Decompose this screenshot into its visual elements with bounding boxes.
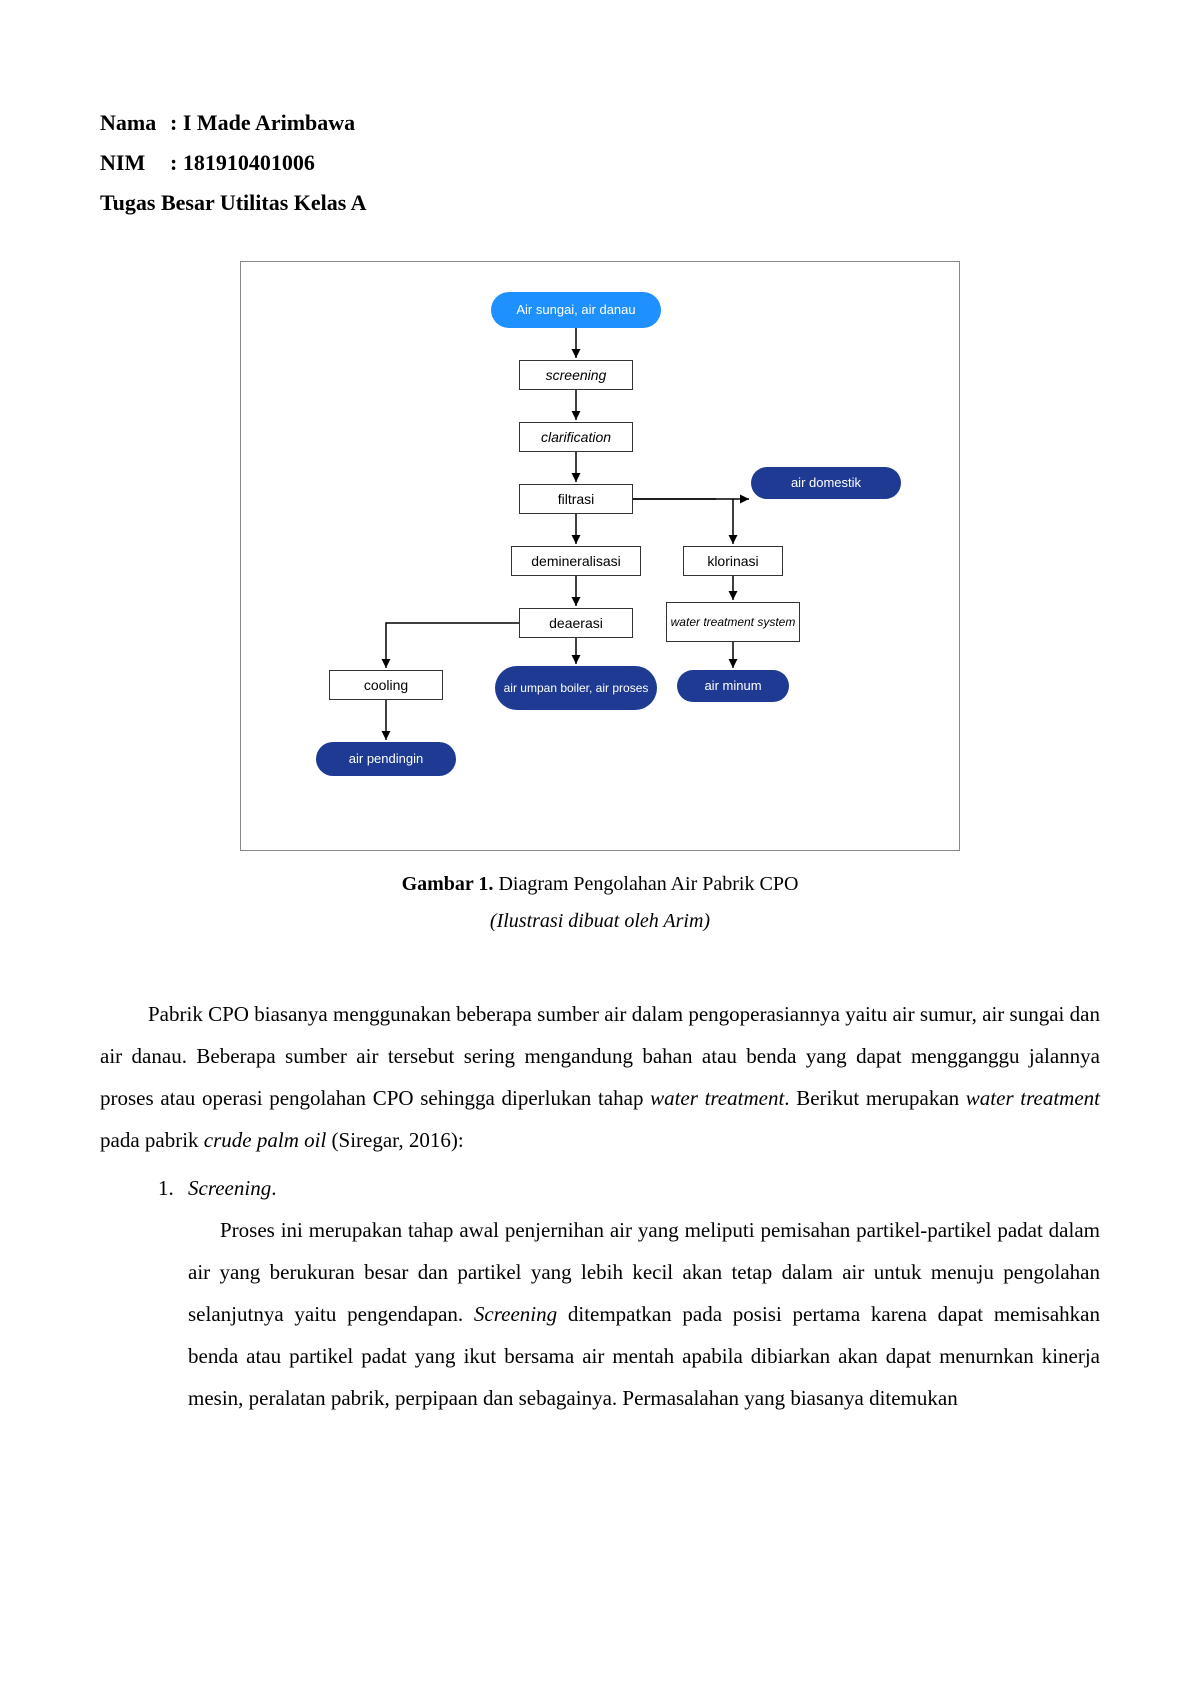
node-minum: air minum [677, 670, 789, 702]
caption-label: Gambar 1. [402, 873, 494, 895]
node-cooling: cooling [329, 670, 443, 700]
para-i1: water treatment [650, 1086, 784, 1110]
flowchart: Air sungai, air danau screening clarific… [240, 261, 960, 851]
intro-paragraph: Pabrik CPO biasanya menggunakan beberapa… [100, 993, 1100, 1161]
list-dot: . [271, 1176, 276, 1200]
node-filtrasi: filtrasi [519, 484, 633, 514]
node-klorinasi: klorinasi [683, 546, 783, 576]
para-i3: crude palm oil [204, 1128, 326, 1152]
node-demineral-label: demineralisasi [531, 553, 620, 570]
node-umpan-label: air umpan boiler, air proses [504, 681, 649, 695]
node-wts-label: water treatment system [671, 615, 796, 629]
node-screening: screening [519, 360, 633, 390]
node-demineral: demineralisasi [511, 546, 641, 576]
diagram-container: Air sungai, air danau screening clarific… [240, 261, 960, 933]
node-deaerasi-label: deaerasi [549, 615, 603, 632]
nama-val: : I Made Arimbawa [170, 110, 355, 135]
para-t3: pada pabrik [100, 1128, 204, 1152]
node-filtrasi-label: filtrasi [558, 491, 595, 508]
nim-key: NIM [100, 150, 170, 176]
node-domestik-label: air domestik [791, 475, 861, 491]
node-pendingin: air pendingin [316, 742, 456, 776]
para-t4: (Siregar, 2016): [326, 1128, 463, 1152]
node-cooling-label: cooling [364, 677, 408, 694]
list-item-1: 1.Screening. Proses ini merupakan tahap … [100, 1167, 1100, 1419]
node-deaerasi: deaerasi [519, 608, 633, 638]
header-nama: Nama: I Made Arimbawa [100, 110, 1100, 136]
node-clarification-label: clarification [541, 429, 611, 446]
list-num: 1. [158, 1167, 188, 1209]
list-body: Proses ini merupakan tahap awal penjerni… [100, 1209, 1100, 1419]
list-i1: Screening [474, 1302, 557, 1326]
list-title: Screening [188, 1176, 271, 1200]
node-pendingin-label: air pendingin [349, 751, 423, 767]
list-heading: 1.Screening. [100, 1167, 1100, 1209]
caption-text: Diagram Pengolahan Air Pabrik CPO [498, 873, 798, 895]
node-source-label: Air sungai, air danau [516, 302, 635, 318]
para-t2: . Berikut merupakan [784, 1086, 966, 1110]
header-nim: NIM: 181910401006 [100, 150, 1100, 176]
node-umpan: air umpan boiler, air proses [495, 666, 657, 710]
header-tugas: Tugas Besar Utilitas Kelas A [100, 190, 1100, 216]
para-i2: water treatment [966, 1086, 1100, 1110]
figure-subcaption: (Ilustrasi dibuat oleh Arim) [240, 910, 960, 933]
nama-key: Nama [100, 110, 170, 136]
nim-val: : 181910401006 [170, 150, 315, 175]
node-wts: water treatment system [666, 602, 800, 642]
node-domestik: air domestik [751, 467, 901, 499]
node-klorinasi-label: klorinasi [707, 553, 758, 570]
figure-caption: Gambar 1. Diagram Pengolahan Air Pabrik … [240, 873, 960, 896]
node-source: Air sungai, air danau [491, 292, 661, 328]
node-minum-label: air minum [704, 678, 761, 694]
node-screening-label: screening [546, 367, 607, 384]
node-clarification: clarification [519, 422, 633, 452]
